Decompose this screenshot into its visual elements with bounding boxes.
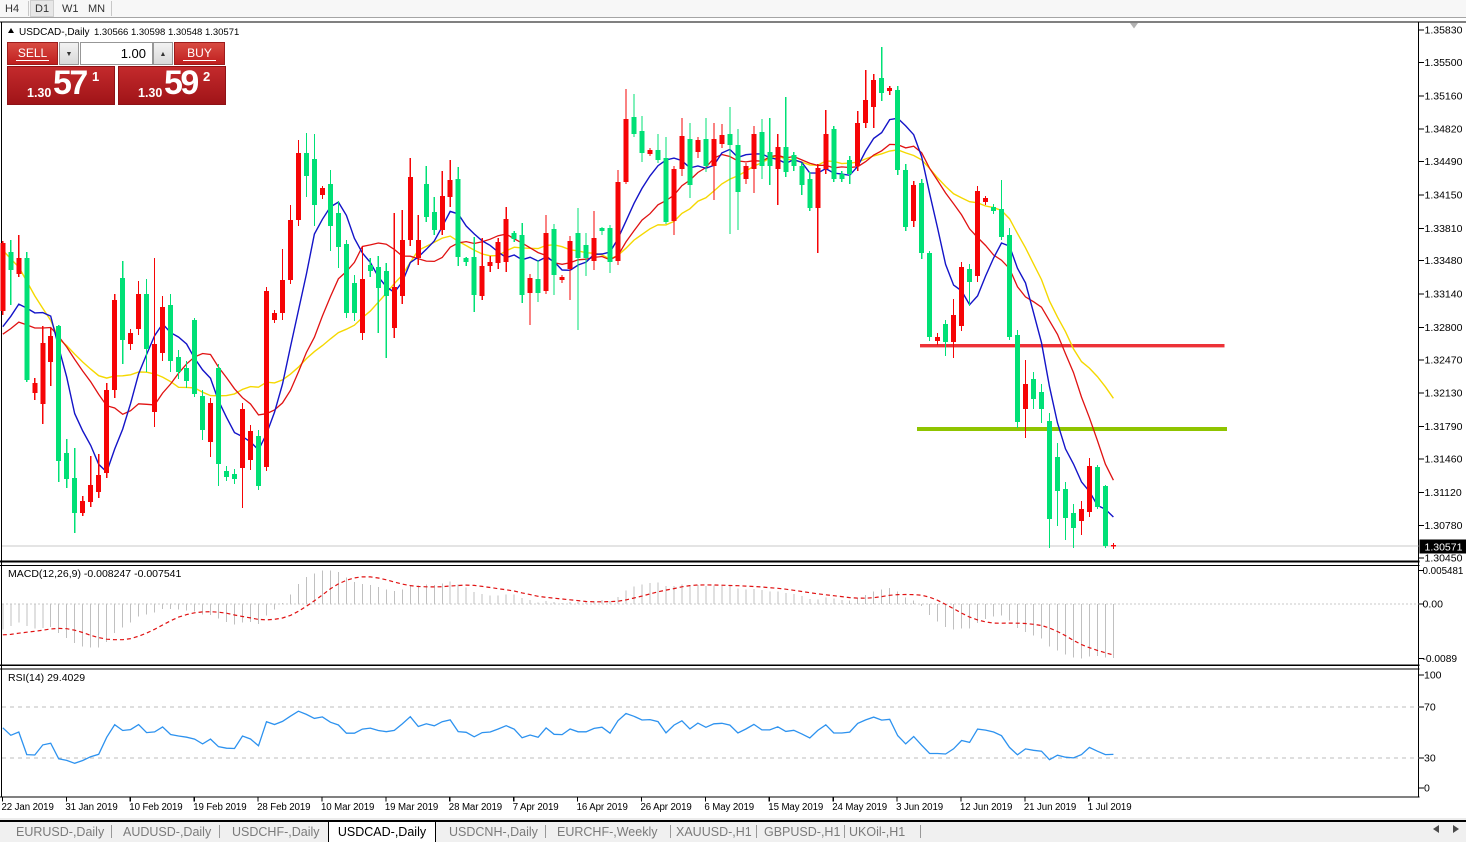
svg-text:1.32130: 1.32130 (1425, 388, 1463, 400)
svg-text:1.30780: 1.30780 (1425, 520, 1463, 532)
svg-text:15 May 2019: 15 May 2019 (768, 802, 823, 813)
svg-text:1.32800: 1.32800 (1425, 322, 1463, 334)
svg-text:1.35830: 1.35830 (1425, 25, 1463, 37)
svg-text:1.32470: 1.32470 (1425, 354, 1463, 366)
svg-text:7 Apr 2019: 7 Apr 2019 (513, 802, 559, 813)
svg-text:28 Feb 2019: 28 Feb 2019 (257, 802, 310, 813)
svg-text:26 Apr 2019: 26 Apr 2019 (641, 802, 692, 813)
svg-text:1.33810: 1.33810 (1425, 223, 1463, 235)
svg-text:31 Jan 2019: 31 Jan 2019 (65, 802, 117, 813)
svg-text:1.30450: 1.30450 (1425, 553, 1463, 565)
svg-text:MACD(12,26,9) -0.008247 -0.007: MACD(12,26,9) -0.008247 -0.007541 (8, 568, 182, 580)
svg-text:19 Mar 2019: 19 Mar 2019 (385, 802, 438, 813)
svg-text:0.005481: 0.005481 (1423, 566, 1464, 577)
svg-text:6 May 2019: 6 May 2019 (704, 802, 754, 813)
svg-text:24 May 2019: 24 May 2019 (832, 802, 887, 813)
svg-text:16 Apr 2019: 16 Apr 2019 (577, 802, 628, 813)
svg-text:USDCAD-,Daily: USDCAD-,Daily (19, 27, 90, 38)
svg-text:30: 30 (1424, 752, 1436, 764)
svg-text:10 Mar 2019: 10 Mar 2019 (321, 802, 374, 813)
svg-text:1 Jul 2019: 1 Jul 2019 (1088, 802, 1132, 813)
svg-text:1.33140: 1.33140 (1425, 289, 1463, 301)
svg-text:1.35500: 1.35500 (1425, 57, 1463, 69)
svg-text:28 Mar 2019: 28 Mar 2019 (449, 802, 502, 813)
svg-text:22 Jan 2019: 22 Jan 2019 (2, 802, 54, 813)
svg-text:0.00: 0.00 (1423, 599, 1444, 611)
svg-text:1.30566 1.30598 1.30548 1.3057: 1.30566 1.30598 1.30548 1.30571 (94, 27, 239, 38)
svg-text:1.34490: 1.34490 (1425, 156, 1463, 168)
svg-text:-0.0089: -0.0089 (1423, 654, 1458, 665)
svg-text:1.34150: 1.34150 (1425, 189, 1463, 201)
svg-text:70: 70 (1424, 702, 1436, 714)
svg-text:1.31120: 1.31120 (1425, 487, 1462, 499)
svg-text:RSI(14) 29.4029: RSI(14) 29.4029 (8, 672, 85, 684)
svg-text:10 Feb 2019: 10 Feb 2019 (129, 802, 182, 813)
svg-text:1.31460: 1.31460 (1425, 453, 1463, 465)
svg-text:12 Jun 2019: 12 Jun 2019 (960, 802, 1012, 813)
svg-text:0: 0 (1424, 783, 1430, 795)
svg-text:1.30571: 1.30571 (1425, 542, 1463, 554)
svg-text:1.31790: 1.31790 (1425, 421, 1463, 433)
svg-text:19 Feb 2019: 19 Feb 2019 (193, 802, 246, 813)
svg-text:1.35160: 1.35160 (1425, 90, 1463, 102)
svg-text:1.34820: 1.34820 (1425, 124, 1463, 136)
svg-text:1.33480: 1.33480 (1425, 255, 1463, 267)
svg-text:100: 100 (1424, 670, 1442, 682)
svg-text:3 Jun 2019: 3 Jun 2019 (896, 802, 943, 813)
svg-text:21 Jun 2019: 21 Jun 2019 (1024, 802, 1076, 813)
